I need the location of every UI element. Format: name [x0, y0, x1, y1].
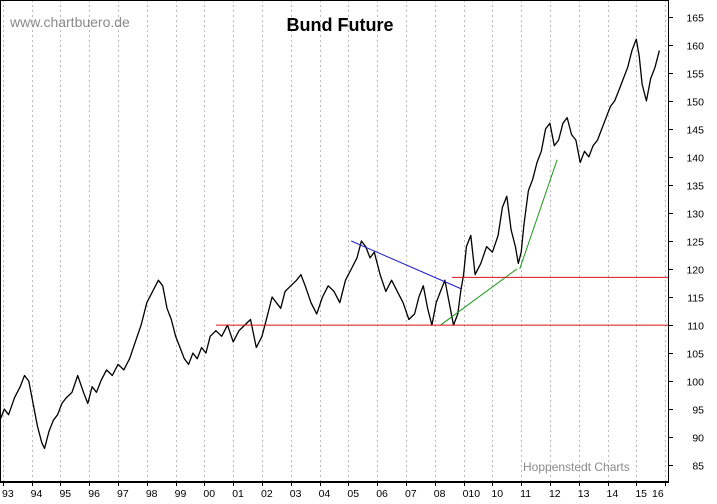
x-tick-label-18: 11: [520, 488, 531, 499]
y-tick-label-12: 145: [686, 125, 704, 137]
x-tick-label-7: 00: [203, 488, 215, 499]
x-tick-label-14: 07: [405, 488, 417, 499]
x-tick-label-2: 95: [59, 488, 71, 499]
price-layer: [0, 38, 661, 450]
uptrend-line-1: [440, 268, 518, 326]
y-tick-label-8: 125: [686, 237, 704, 249]
x-tick-label-1: 94: [31, 488, 43, 499]
x-tick-label-21: 14: [607, 488, 619, 499]
uptrend-line-2: [519, 159, 558, 270]
y-tick-label-15: 160: [686, 41, 704, 53]
y-tick-label-7: 120: [686, 265, 704, 277]
y-tick-label-16: 165: [686, 13, 704, 25]
x-tick-label-22: 15: [635, 488, 647, 499]
y-tick-label-6: 115: [687, 293, 704, 305]
trendlines-layer: [215, 159, 668, 326]
x-tick-label-5: 98: [146, 488, 158, 499]
y-tick-label-9: 130: [686, 209, 704, 221]
y-tick-label-2: 95: [692, 405, 704, 417]
y-tick-label-5: 110: [687, 321, 704, 333]
plot-frame: [0, 0, 669, 482]
y-tick-label-13: 150: [686, 97, 704, 109]
x-tick-label-0: 93: [2, 488, 14, 499]
x-tick-label-6: 99: [175, 488, 187, 499]
chart-title: Bund Future: [287, 15, 394, 35]
y-tick-label-1: 90: [692, 433, 704, 445]
watermark: www.chartbuero.de: [9, 14, 130, 30]
x-tick-label-13: 06: [376, 488, 388, 499]
x-tick-label-15: 08: [434, 488, 446, 499]
source-label: Hoppenstedt Charts: [523, 460, 630, 474]
downtrend-line-0: [351, 240, 461, 290]
x-tick-label-12: 05: [347, 488, 359, 499]
x-tick-label-9: 02: [261, 488, 273, 499]
x-tick-label-23: 16: [652, 488, 664, 499]
x-tick-label-8: 01: [232, 488, 244, 499]
x-tick-label-11: 04: [319, 488, 331, 499]
grid-layer: [3, 0, 666, 482]
y-axis: 85 90 95 100 105 110 115 120 125 130 135 140 145 150 1…: [668, 13, 704, 473]
x-tick-label-10: 03: [290, 488, 302, 499]
x-tick-label-19: 12: [549, 488, 561, 499]
y-tick-label-4: 105: [686, 349, 704, 361]
y-tick-label-3: 100: [686, 377, 704, 389]
x-tick-label-3: 96: [88, 488, 100, 499]
x-tick-label-20: 13: [578, 488, 590, 499]
y-tick-label-0: 85: [692, 461, 704, 473]
x-tick-label-17: 10: [491, 488, 503, 499]
x-tick-label-4: 97: [117, 488, 129, 499]
price-line-0: [0, 38, 661, 450]
x-axis: 93 94 95 96 97 98 99 00 01 02 03 04 05 06 07 08 010 10 11 1…: [2, 482, 666, 500]
y-tick-label-11: 140: [686, 153, 704, 165]
x-tick-label-16: 010: [463, 488, 481, 499]
y-tick-label-14: 155: [686, 69, 704, 81]
y-tick-label-10: 135: [686, 181, 704, 193]
